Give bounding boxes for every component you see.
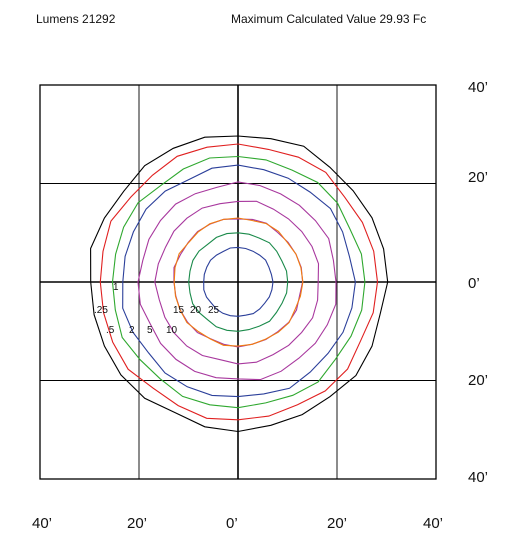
- contour-line: [111, 155, 366, 409]
- contour-line: [99, 143, 379, 421]
- y-axis-ticks: 40’ 20’ 0’ 20’ 40’: [468, 79, 488, 486]
- x-tick-label: 0’: [226, 515, 238, 532]
- x-tick-label: 40’: [32, 515, 52, 532]
- x-tick-label: 20’: [327, 515, 347, 532]
- lumens-label: Lumens 21292: [36, 12, 116, 26]
- contour-line: [90, 135, 389, 433]
- contour-label: 10: [166, 325, 178, 336]
- x-tick-label: 20’: [127, 515, 147, 532]
- contour-label: 20: [190, 305, 202, 316]
- contour-line: [203, 246, 274, 317]
- contour-label: .25: [94, 305, 108, 316]
- contour-line: [173, 217, 304, 347]
- plot-grid: [39, 84, 437, 480]
- contour-line: [122, 164, 356, 398]
- y-tick-label: 40’: [468, 79, 488, 96]
- contour-line: [137, 181, 337, 381]
- y-tick-label: 40’: [468, 469, 488, 486]
- contour-label: 5: [147, 325, 153, 336]
- x-tick-label: 40’: [423, 515, 443, 532]
- x-axis-ticks: 40’ 20’ 0’ 20’ 40’: [32, 515, 443, 532]
- y-tick-label: 20’: [468, 169, 488, 186]
- contour-label: 15: [173, 305, 185, 316]
- y-tick-label: 0’: [468, 275, 480, 292]
- contour-label: 1: [113, 282, 119, 293]
- contour-label: 25: [208, 305, 220, 316]
- y-tick-label: 20’: [468, 372, 488, 389]
- max-value-label: Maximum Calculated Value 29.93 Fc: [231, 12, 427, 26]
- contour-line: [188, 232, 289, 332]
- contour-label: 2: [129, 325, 135, 336]
- contour-label: .5: [106, 325, 115, 336]
- contour-lines: [90, 135, 389, 433]
- contour-line: [154, 200, 320, 365]
